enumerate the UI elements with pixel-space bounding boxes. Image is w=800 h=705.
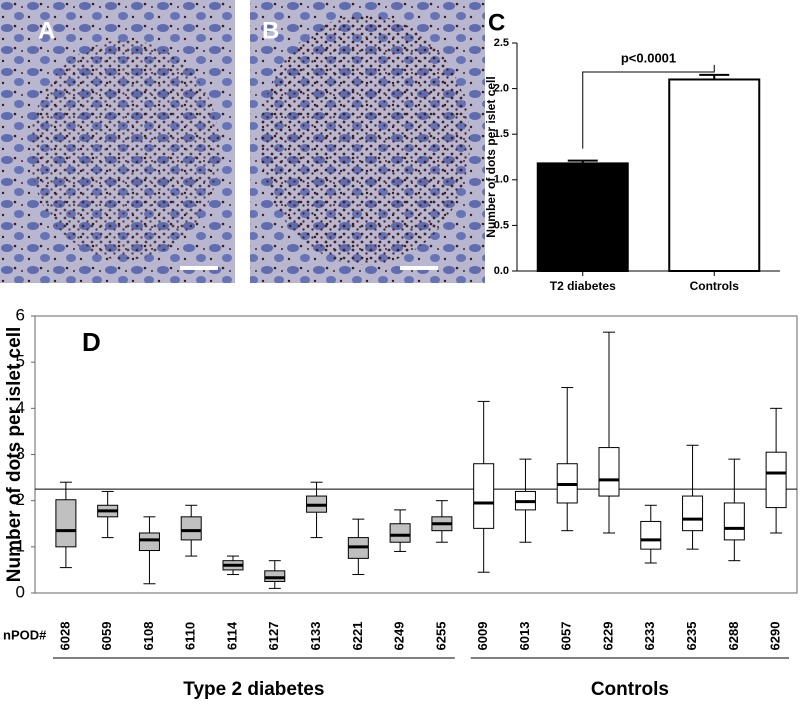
x-tick-label: 6221 xyxy=(350,622,365,651)
group-label: Type 2 diabetes xyxy=(183,679,324,700)
annotation: p<0.0001 xyxy=(621,50,676,65)
box xyxy=(473,463,495,529)
box xyxy=(180,516,202,541)
x-tick-label: 6233 xyxy=(642,622,657,651)
box xyxy=(640,520,662,550)
micrograph-b: B xyxy=(250,0,485,283)
y-axis-label: Number of dots per islet cell xyxy=(484,76,498,237)
box xyxy=(598,447,620,497)
bar xyxy=(536,162,629,272)
panel-label: D xyxy=(82,327,101,357)
y-tick-label: 1.5 xyxy=(494,128,509,140)
x-tick-label: 6114 xyxy=(224,621,239,650)
x-axis-label: nPOD# xyxy=(3,627,47,642)
box xyxy=(389,523,411,543)
panel-label: B xyxy=(262,17,279,44)
box xyxy=(138,532,160,552)
y-tick-label: 3 xyxy=(16,444,25,463)
bar xyxy=(668,78,761,273)
x-tick-label: 6249 xyxy=(392,622,407,651)
y-tick-label: 0.0 xyxy=(494,265,509,277)
x-tick-label: 6028 xyxy=(57,622,72,651)
x-tick-label: T2 diabetes xyxy=(550,279,616,293)
x-tick-label: 6127 xyxy=(266,622,281,651)
x-tick-label: 6009 xyxy=(475,622,490,651)
y-tick-label: 0 xyxy=(16,582,25,601)
x-tick-label: 6110 xyxy=(183,622,198,650)
box xyxy=(264,570,286,582)
y-tick-label: 6 xyxy=(16,305,25,324)
y-axis-label: Number of dots per islet cell xyxy=(4,327,25,583)
y-tick-label: 2.5 xyxy=(494,37,509,49)
x-tick-label: 6288 xyxy=(726,622,741,651)
significance-bracket xyxy=(582,64,715,149)
x-tick-label: Controls xyxy=(690,279,740,293)
y-tick-label: 0.5 xyxy=(494,219,509,231)
box xyxy=(765,451,787,509)
y-tick-label: 2.0 xyxy=(494,83,509,95)
x-tick-label: 6229 xyxy=(600,622,615,651)
box xyxy=(682,495,704,532)
x-tick-label: 6235 xyxy=(684,622,699,651)
box xyxy=(55,499,77,548)
y-tick-label: 1.0 xyxy=(494,174,509,186)
micrograph-a: A xyxy=(0,0,235,283)
x-tick-label: 6133 xyxy=(308,622,323,651)
y-tick-label: 1 xyxy=(16,536,25,555)
x-tick-label: 6057 xyxy=(559,622,574,651)
x-tick-label: 6290 xyxy=(768,622,783,651)
y-tick-label: 2 xyxy=(16,490,25,509)
x-tick-label: 6013 xyxy=(517,622,532,651)
y-tick-label: 5 xyxy=(16,352,25,371)
x-tick-label: 6108 xyxy=(141,622,156,651)
group-label: Controls xyxy=(591,679,669,700)
x-tick-label: 6255 xyxy=(433,622,448,651)
box xyxy=(723,502,745,541)
panel-label: C xyxy=(488,9,505,36)
y-tick-label: 4 xyxy=(16,398,25,417)
x-tick-label: 6059 xyxy=(99,622,114,651)
panel-label: A xyxy=(38,17,55,44)
